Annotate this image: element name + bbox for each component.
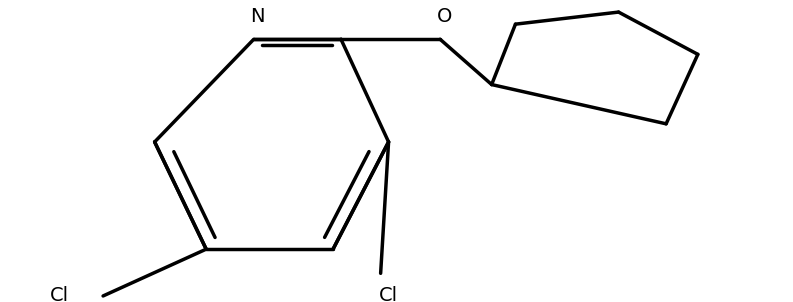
Text: N: N — [251, 7, 265, 26]
Text: Cl: Cl — [50, 287, 69, 302]
Text: Cl: Cl — [379, 287, 398, 302]
Text: O: O — [436, 7, 452, 26]
